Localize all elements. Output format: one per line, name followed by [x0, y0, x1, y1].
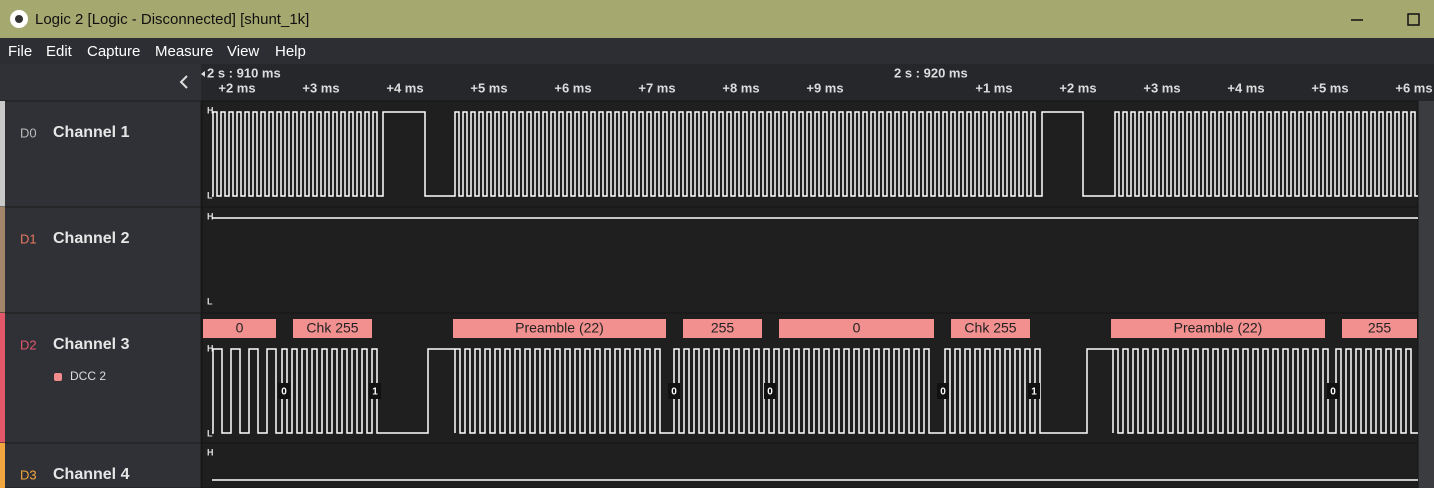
waveform	[212, 111, 1418, 197]
menu-item[interactable]: Capture	[87, 43, 140, 60]
window-title: Logic 2 [Logic - Disconnected] [shunt_1k…	[35, 11, 309, 28]
bit-bubble	[369, 383, 381, 399]
time-tick: +6 ms	[1395, 80, 1432, 95]
waveform	[212, 348, 1418, 434]
frame-label: 0	[853, 320, 861, 336]
menu-item[interactable]: View	[227, 43, 259, 60]
frame-label: Preamble (22)	[1174, 320, 1263, 336]
decoded-frame[interactable]	[779, 319, 934, 338]
timeline-header	[201, 64, 1434, 101]
time-tick: +6 ms	[554, 80, 591, 95]
time-marker: 2 s : 910 ms	[207, 65, 281, 80]
bit-label: 0	[671, 387, 677, 398]
waveform-row	[201, 206, 1419, 314]
time-tick: +9 ms	[806, 80, 843, 95]
decoded-frame[interactable]	[951, 319, 1030, 338]
bit-label: 0	[767, 387, 773, 398]
menu-item[interactable]: File	[8, 43, 32, 60]
bit-bubble	[278, 383, 290, 399]
channel-color	[0, 313, 5, 443]
decoded-frame[interactable]	[453, 319, 666, 338]
bit-label: 1	[372, 387, 378, 398]
channel-name[interactable]: Channel 1	[53, 124, 130, 141]
channel-row	[0, 442, 202, 488]
bit-label: 1	[1031, 387, 1037, 398]
bit-label: 0	[940, 387, 946, 398]
channel-color	[0, 207, 5, 313]
analyzer-swatch	[54, 373, 62, 381]
analyzer-name: DCC 2	[70, 369, 106, 383]
frame-label: Preamble (22)	[515, 320, 604, 336]
channel-name[interactable]: Channel 2	[53, 230, 130, 247]
time-tick: +7 ms	[638, 80, 675, 95]
app-icon-core	[15, 15, 23, 23]
low-label: L	[207, 428, 213, 438]
frame-label: 0	[236, 320, 244, 336]
time-tick: +2 ms	[218, 80, 255, 95]
bit-bubble	[764, 383, 776, 399]
waveform-row	[201, 442, 1419, 488]
bit-label: 0	[1330, 387, 1336, 398]
channel-name[interactable]: Channel 4	[53, 466, 130, 483]
channel-row	[0, 100, 202, 208]
channel-color	[0, 101, 5, 207]
menu-item[interactable]: Measure	[155, 43, 213, 60]
time-tick: +5 ms	[470, 80, 507, 95]
low-label: L	[207, 296, 213, 306]
time-tick: +8 ms	[722, 80, 759, 95]
high-label: H	[207, 105, 214, 115]
frame-label: 255	[1368, 320, 1392, 336]
high-label: H	[207, 211, 214, 221]
high-label: H	[207, 447, 214, 457]
bit-label: 0	[281, 387, 287, 398]
channel-name[interactable]: Channel 3	[53, 336, 130, 353]
decoded-frame[interactable]	[293, 319, 372, 338]
time-tick: +1 ms	[975, 80, 1012, 95]
time-tick: +3 ms	[302, 80, 339, 95]
scrollbar[interactable]	[1418, 101, 1434, 488]
decoded-frame[interactable]	[1342, 319, 1417, 338]
frame-label: Chk 255	[964, 320, 1016, 336]
decoded-frame[interactable]	[1111, 319, 1325, 338]
channel-color	[0, 443, 5, 488]
decoded-frame[interactable]	[683, 319, 762, 338]
bit-bubble	[1028, 383, 1040, 399]
time-tick: +5 ms	[1311, 80, 1348, 95]
title-bar	[0, 0, 1434, 38]
menu-bar	[0, 38, 1434, 64]
time-tick: +4 ms	[386, 80, 423, 95]
menu-item[interactable]: Help	[275, 43, 306, 60]
bit-bubble	[1327, 383, 1339, 399]
decoded-frame[interactable]	[203, 319, 276, 338]
frame-label: 255	[711, 320, 735, 336]
bit-bubble	[937, 383, 949, 399]
maximize-button[interactable]	[1407, 13, 1420, 26]
marker-arrow	[201, 71, 205, 77]
channel-row	[0, 312, 202, 444]
collapse-button[interactable]	[179, 75, 188, 89]
channel-id: D2	[20, 337, 37, 352]
time-marker: 2 s : 920 ms	[894, 65, 968, 80]
frame-label: Chk 255	[306, 320, 358, 336]
menu-item[interactable]: Edit	[46, 43, 73, 60]
time-tick: +2 ms	[1059, 80, 1096, 95]
time-tick: +3 ms	[1143, 80, 1180, 95]
bit-bubble	[668, 383, 680, 399]
channel-row	[0, 206, 202, 314]
channel-id: D3	[20, 467, 37, 482]
high-label: H	[207, 343, 214, 353]
channel-id: D1	[20, 231, 37, 246]
time-tick: +4 ms	[1227, 80, 1264, 95]
channel-id: D0	[20, 125, 37, 140]
low-label: L	[207, 190, 213, 200]
